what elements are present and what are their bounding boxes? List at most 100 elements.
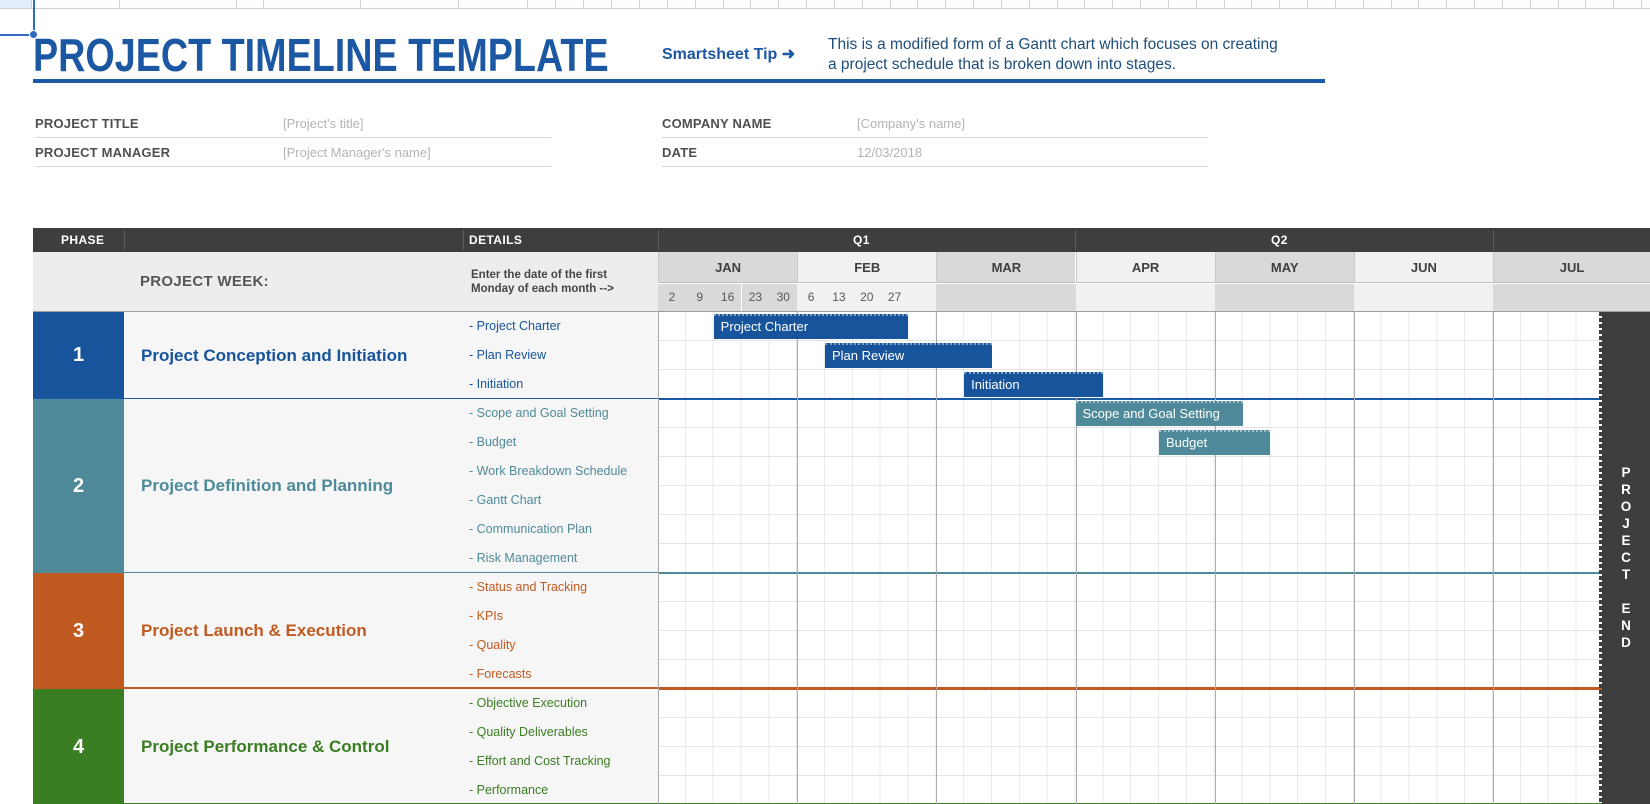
- info-field-value[interactable]: [Project's title]: [283, 116, 364, 131]
- column-gridline-tick: [583, 0, 584, 8]
- task-item: - Project Charter: [469, 319, 561, 333]
- header-separator: [1493, 230, 1494, 250]
- phase-separator-line: [33, 572, 1650, 574]
- week-start-cell: 9: [685, 284, 714, 311]
- selected-cell-tint: [0, 0, 31, 8]
- header-separator: [463, 230, 464, 250]
- info-field-label: DATE: [662, 145, 698, 160]
- phase-title-text: Project Conception and Initiation: [141, 345, 408, 365]
- week-start-cell: [1381, 284, 1410, 311]
- column-gridline-tick: [555, 0, 556, 8]
- gantt-bar-label: Project Charter: [720, 319, 809, 334]
- column-gridline-tick: [1140, 0, 1141, 8]
- week-start-cell: [1520, 284, 1549, 311]
- gantt-bar-label: Initiation: [971, 377, 1020, 392]
- spreadsheet-top-row: [0, 0, 1650, 9]
- first-monday-note-line1: Enter the date of the first: [471, 269, 608, 281]
- week-start-cell: [1326, 284, 1354, 311]
- info-field-row: DATE 12/03/2018: [662, 138, 1208, 167]
- info-field-row: PROJECT MANAGER [Project Manager's name]: [35, 138, 551, 167]
- week-start-cell: [1214, 284, 1243, 311]
- column-gridline-tick: [360, 0, 361, 8]
- phase-column-header: PHASE: [61, 233, 105, 247]
- details-column-header: DETAILS: [469, 233, 523, 247]
- task-item: - Forecasts: [469, 667, 532, 681]
- month-boundary-line: [1353, 312, 1355, 804]
- column-gridline-tick: [236, 0, 237, 8]
- phase-separator-line: [33, 687, 1650, 690]
- column-gridline-tick: [861, 0, 863, 8]
- info-field-value[interactable]: 12/03/2018: [857, 145, 923, 160]
- phase-separator-line: [33, 398, 1650, 400]
- fill-handle[interactable]: [29, 30, 38, 39]
- column-gridline-tick: [31, 0, 32, 8]
- month-header-feb: FEB: [797, 252, 937, 283]
- column-gridline-tick: [1028, 0, 1030, 8]
- column-gridline-tick: [1000, 0, 1002, 8]
- column-gridline-tick: [1307, 0, 1309, 8]
- week-start-cell: 13: [825, 284, 853, 311]
- info-field-label: PROJECT MANAGER: [35, 145, 171, 160]
- month-header-mar: MAR: [936, 252, 1076, 283]
- task-item: - Gantt Chart: [469, 493, 542, 507]
- column-gridline-tick: [1501, 0, 1503, 8]
- column-gridline-tick: [1251, 0, 1253, 8]
- phase-title-text: Project Definition and Planning: [141, 476, 394, 495]
- gantt-bar[interactable]: Project Charter: [713, 314, 909, 339]
- phase-details-cell-2: - Scope and Goal Setting - Budget - Work B…: [463, 399, 658, 573]
- column-gridline-tick: [1167, 0, 1169, 8]
- gantt-bar[interactable]: Scope and Goal Setting: [1075, 401, 1243, 426]
- column-gridline-tick: [1112, 0, 1114, 8]
- table-header-row: PHASE DETAILS Q1 Q2: [33, 228, 1650, 252]
- task-item: - Performance: [469, 783, 549, 797]
- month-boundary-line: [1493, 312, 1495, 804]
- column-gridline-tick: [1334, 0, 1336, 8]
- month-boundary-line: [1075, 312, 1077, 804]
- task-item: - Risk Management: [469, 551, 578, 565]
- task-item: - Scope and Goal Setting: [469, 406, 609, 420]
- tip-description: This is a modified form of a Gantt chart…: [828, 35, 1278, 74]
- project-week-label: PROJECT WEEK:: [140, 273, 269, 290]
- info-field-row: COMPANY NAME [Company's name]: [662, 109, 1208, 138]
- week-start-cell: [1242, 284, 1271, 311]
- page-title: PROJECT TIMELINE TEMPLATE: [33, 29, 609, 81]
- header-separator: [658, 230, 659, 250]
- column-gridline-tick: [1056, 0, 1058, 8]
- column-gridline-tick: [1279, 0, 1281, 8]
- week-start-cell: [1298, 284, 1326, 311]
- month-header-may: MAY: [1214, 252, 1354, 283]
- week-start-cell: [1019, 284, 1048, 311]
- header-separator: [1075, 230, 1076, 250]
- week-start-cell: 6: [797, 284, 825, 311]
- task-item: - Quality Deliverables: [469, 725, 588, 739]
- gantt-bar[interactable]: Plan Review: [825, 343, 992, 368]
- gantt-bar[interactable]: Budget: [1159, 430, 1271, 455]
- task-item: - KPIs: [469, 609, 504, 623]
- phase-title-cell-2: Project Definition and Planning: [124, 399, 463, 573]
- week-start-cell: [1576, 284, 1605, 311]
- phase-number-cell-4: 4: [33, 689, 124, 804]
- month-header-jul: JUL: [1493, 252, 1650, 283]
- info-field-row: PROJECT TITLE [Project's title]: [35, 109, 551, 138]
- selected-cell[interactable]: [0, 0, 38, 39]
- info-field-value[interactable]: [Project Manager's name]: [283, 145, 431, 160]
- task-item: - Work Breakdown Schedule: [469, 464, 628, 478]
- week-start-cell: [1465, 284, 1493, 311]
- gantt-bar[interactable]: Initiation: [964, 372, 1104, 397]
- task-item: - Effort and Cost Tracking: [469, 754, 611, 768]
- column-gridline-tick: [722, 0, 724, 8]
- gantt-bar-label: Budget: [1166, 435, 1208, 450]
- month-week-band-left: [33, 252, 658, 312]
- gantt-grid: [658, 312, 1602, 804]
- week-start-cell: 30: [769, 284, 798, 311]
- column-gridline-tick: [1474, 0, 1476, 8]
- task-item: - Quality: [469, 638, 516, 652]
- tip-description-line2: a project schedule that is broken down i…: [828, 55, 1177, 73]
- column-gridline-tick: [1557, 0, 1559, 8]
- info-field-value[interactable]: [Company's name]: [857, 116, 965, 131]
- month-boundary-line: [1214, 312, 1216, 804]
- task-item: - Status and Tracking: [469, 580, 588, 594]
- first-monday-note: Enter the date of the first Monday of ea…: [471, 252, 614, 312]
